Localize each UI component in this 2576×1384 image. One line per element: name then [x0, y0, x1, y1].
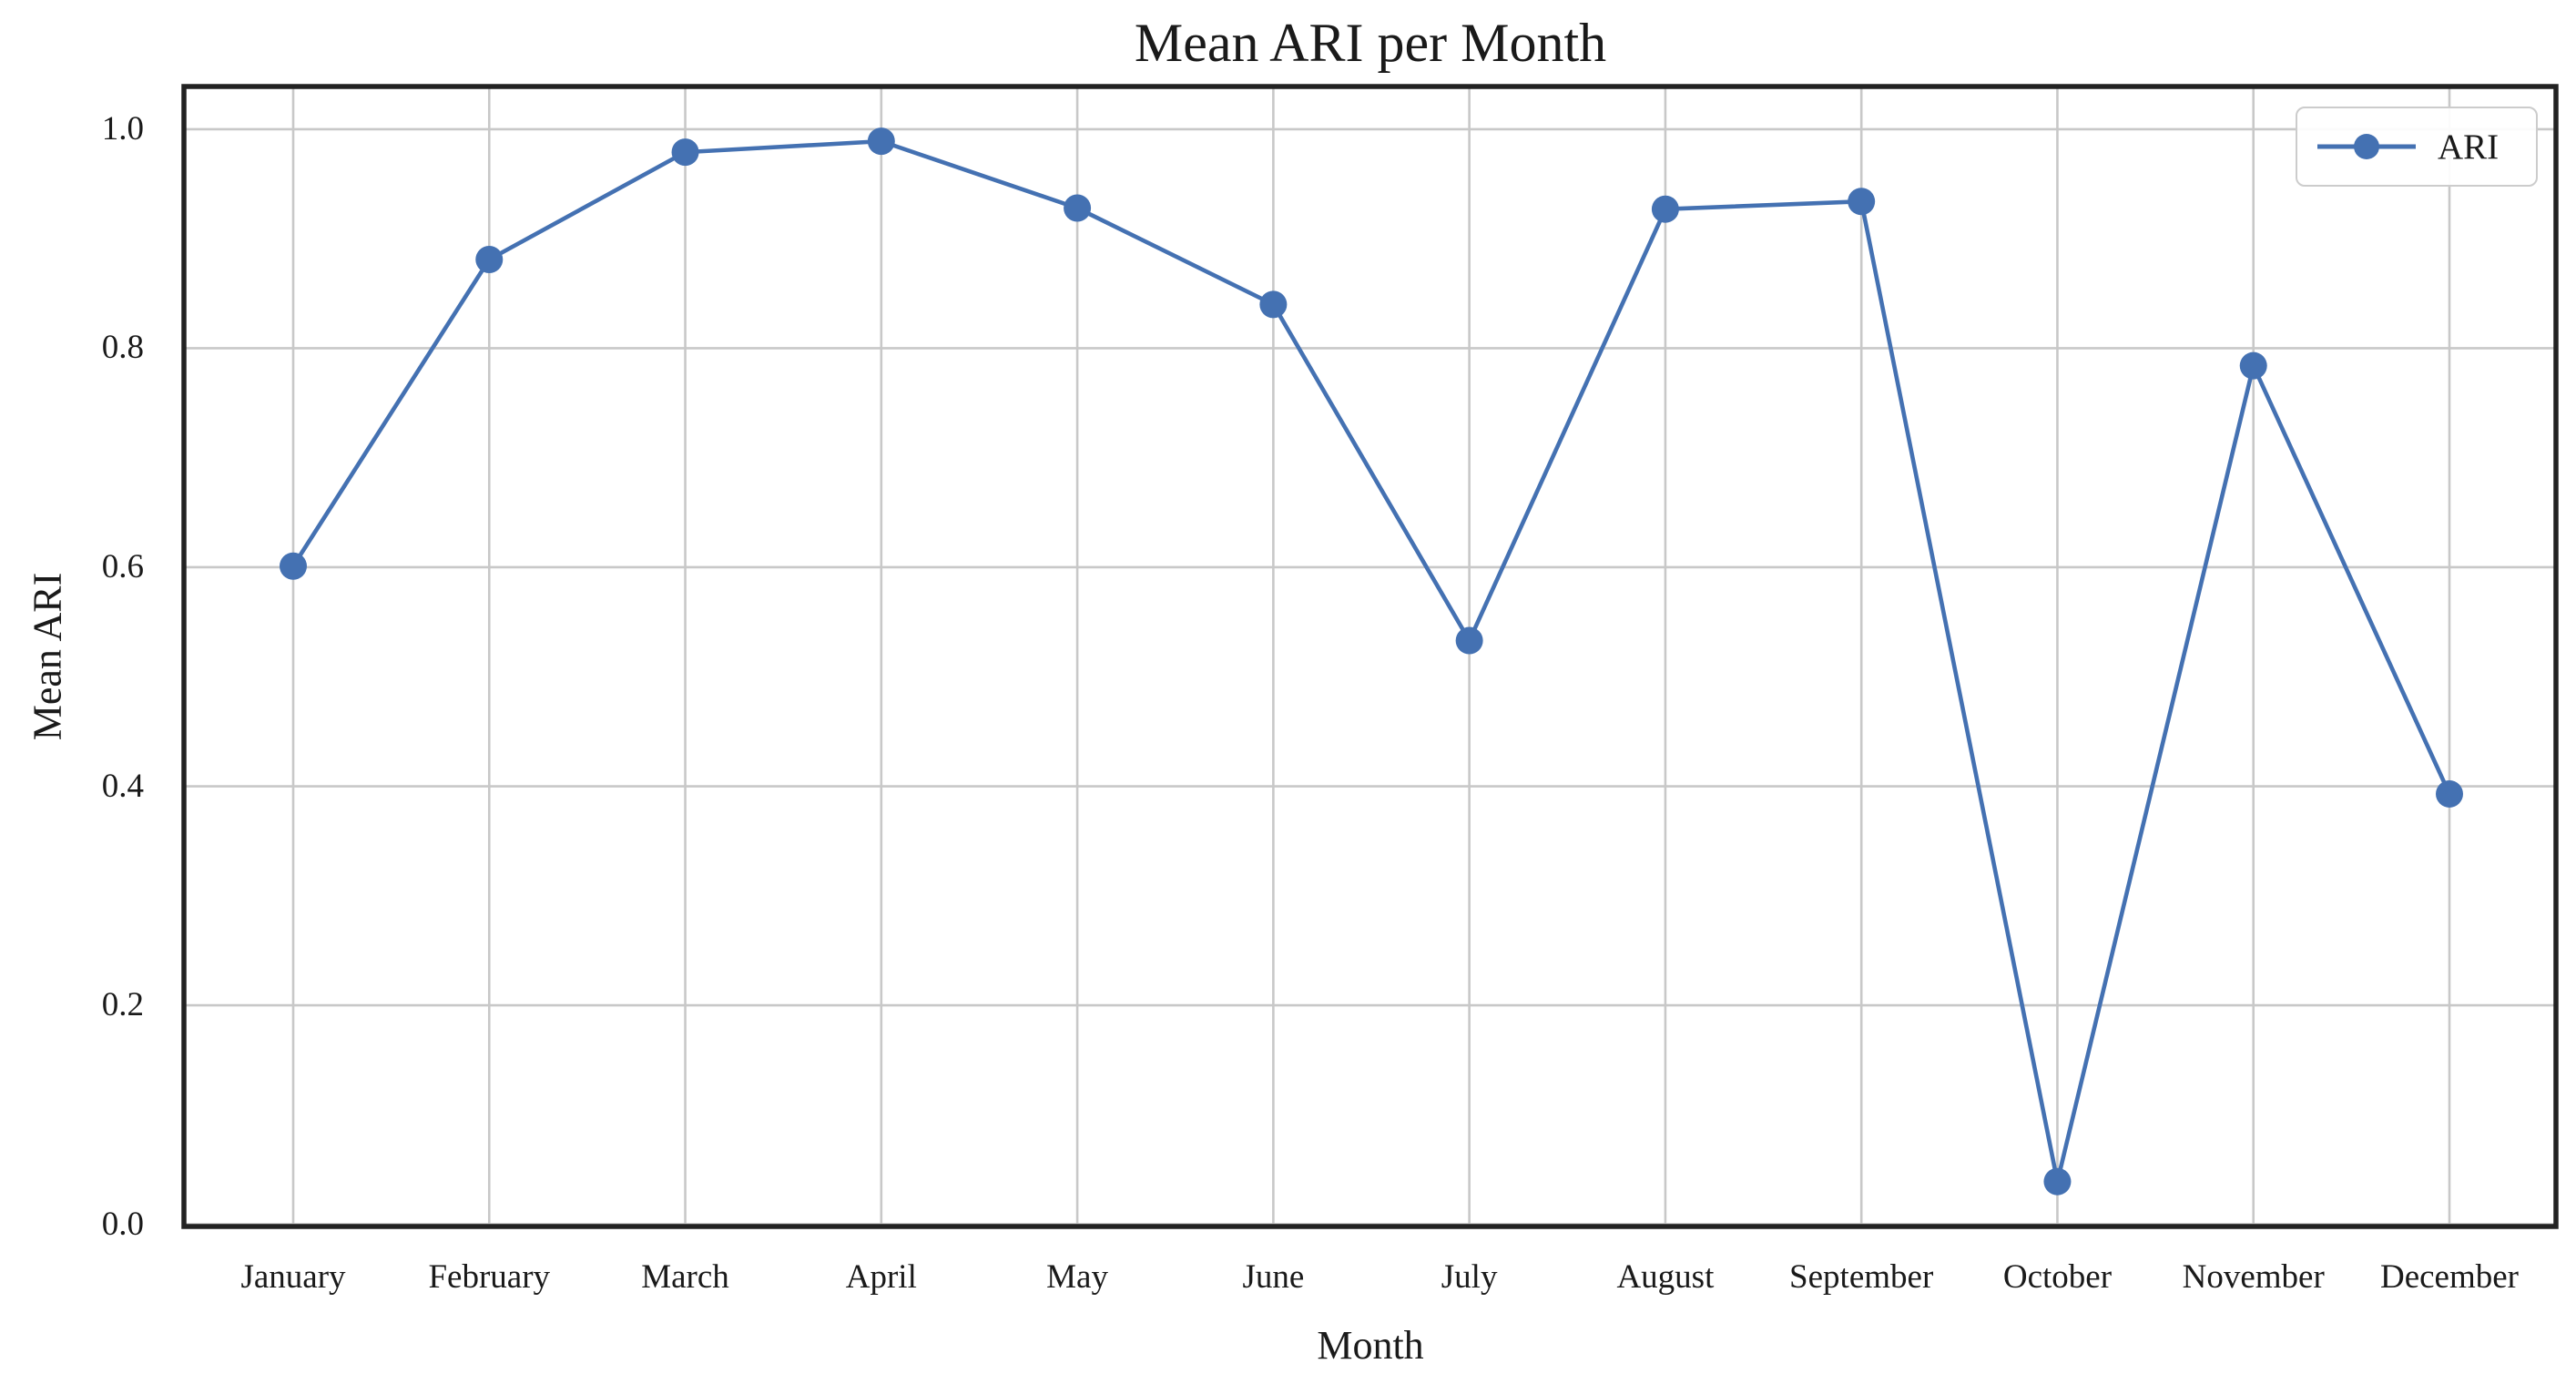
x-tick-label: March — [641, 1258, 729, 1296]
data-point — [1259, 290, 1288, 319]
data-point — [867, 127, 895, 156]
legend: ARI — [2296, 107, 2538, 187]
data-point — [1455, 626, 1483, 655]
y-tick-label: 1.0 — [101, 109, 144, 148]
legend-label: ARI — [2438, 127, 2500, 167]
x-tick-label: July — [1441, 1258, 1498, 1296]
data-point — [2436, 779, 2463, 808]
x-tick-label: May — [1046, 1258, 1108, 1296]
y-tick-label: 0.4 — [101, 767, 144, 805]
x-tick-label: June — [1242, 1258, 1305, 1296]
data-point — [475, 246, 504, 274]
data-point — [1651, 195, 1679, 223]
x-tick-label: February — [428, 1258, 551, 1296]
legend-line-sample — [2317, 134, 2416, 159]
data-point — [2239, 351, 2267, 380]
x-tick-label: October — [2002, 1258, 2113, 1296]
y-tick-label: 0.8 — [101, 329, 144, 367]
x-tick-label: September — [1789, 1258, 1934, 1296]
data-line — [291, 138, 2452, 1184]
x-axis-label: Month — [1317, 1323, 1424, 1368]
x-tick-label: December — [2379, 1258, 2519, 1296]
y-axis-label: Mean ARI — [25, 572, 70, 741]
x-tick-label: August — [1616, 1258, 1715, 1296]
plot-area — [181, 84, 2559, 1229]
axes-spines — [181, 84, 2559, 1229]
x-tick-label: November — [2182, 1258, 2325, 1296]
data-point — [1848, 188, 1876, 216]
data-point — [280, 552, 307, 580]
x-tick-label: January — [240, 1258, 346, 1296]
y-tick-label: 0.2 — [101, 986, 144, 1024]
y-tick-label: 0.6 — [101, 547, 144, 585]
data-point — [2043, 1167, 2072, 1196]
x-tick-label: April — [845, 1258, 917, 1296]
data-point — [1064, 194, 1092, 222]
y-tick-label: 0.0 — [101, 1205, 144, 1243]
chart-title: Mean ARI per Month — [1134, 13, 1607, 73]
data-point — [671, 138, 699, 167]
legend-marker-icon — [2354, 134, 2379, 159]
